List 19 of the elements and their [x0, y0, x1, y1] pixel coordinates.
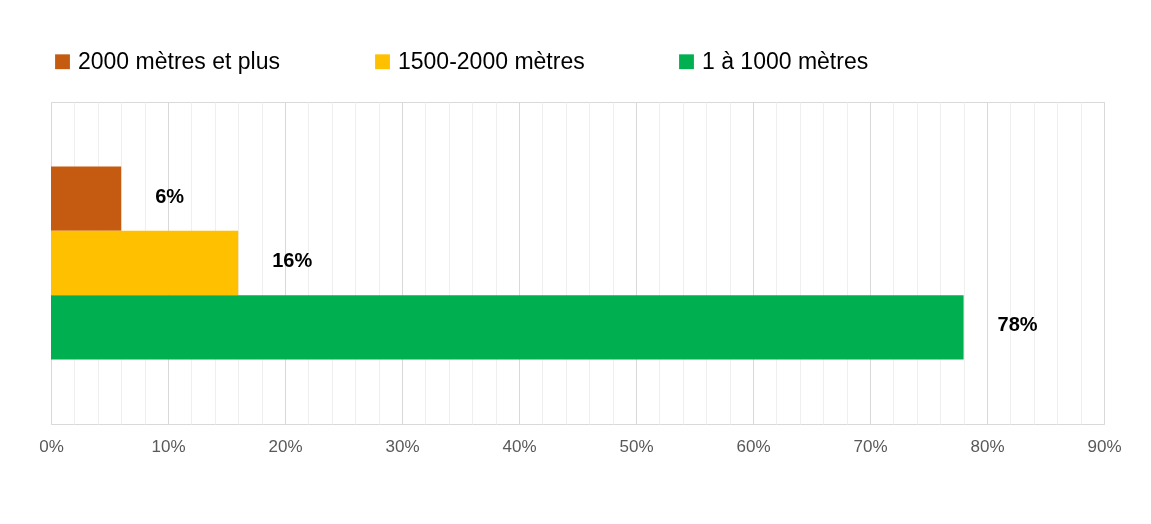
bar: [51, 295, 964, 360]
x-tick-label: 20%: [268, 436, 303, 456]
data-label: 16%: [272, 249, 313, 271]
x-tick-label: 60%: [736, 436, 771, 456]
x-tick-label: 40%: [502, 436, 537, 456]
legend-label: 1 à 1000 mètres: [702, 47, 869, 74]
x-tick-label: 90%: [1087, 436, 1122, 456]
x-tick-label: 80%: [970, 436, 1005, 456]
bar: [51, 166, 122, 231]
x-tick-label: 70%: [853, 436, 888, 456]
x-tick-label: 50%: [619, 436, 654, 456]
x-tick-label: 10%: [151, 436, 186, 456]
x-tick-label: 0%: [39, 436, 64, 456]
x-tick-label: 30%: [385, 436, 420, 456]
data-label: 78%: [997, 313, 1038, 336]
bar: [51, 230, 239, 296]
legend-label: 1500-2000 mètres: [398, 47, 585, 74]
legend-label: 2000 mètres et plus: [78, 47, 281, 74]
data-label: 6%: [155, 184, 185, 207]
